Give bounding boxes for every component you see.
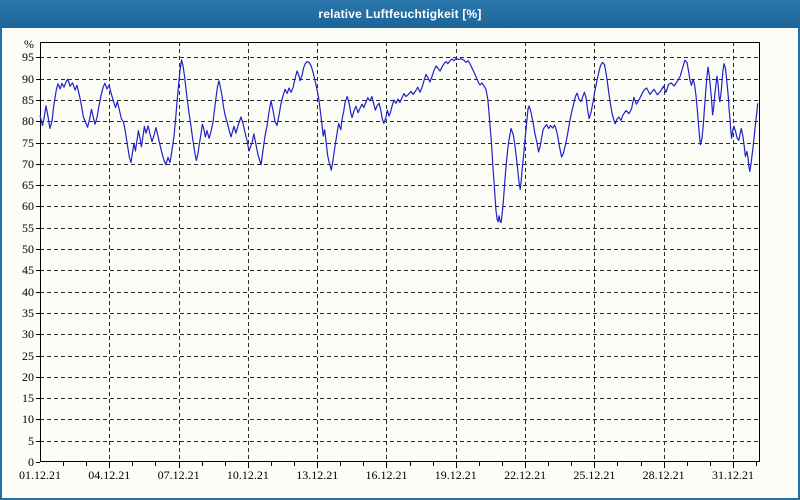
y-tick-label: 55 (22, 220, 34, 235)
y-tick-label: 30 (22, 327, 34, 342)
x-tick-label: 16.12.21 (365, 468, 408, 482)
x-tick-label: 13.12.21 (296, 468, 339, 482)
humidity-plot (36, 42, 760, 468)
y-tick-label: 35 (22, 305, 34, 320)
x-tick-label: 04.12.21 (88, 468, 131, 482)
y-tick-label: 5 (28, 433, 34, 448)
y-tick-label: 60 (22, 199, 34, 214)
y-tick-label: 95 (22, 50, 34, 65)
y-tick-label: 15 (22, 391, 34, 406)
y-tick-label: 10 (22, 412, 34, 427)
x-tick-label: 25.12.21 (573, 468, 616, 482)
x-tick-label: 01.12.21 (19, 468, 61, 482)
y-tick-label: 65 (22, 178, 34, 193)
y-tick-label: 80 (22, 114, 34, 129)
x-tick-label: 19.12.21 (434, 468, 477, 482)
humidity-line (39, 58, 759, 224)
y-tick-label: 0 (28, 455, 34, 469)
x-tick-label: 07.12.21 (157, 468, 200, 482)
chart-area: % 0 5 10 15 20 25 30 35 40 45 50 55 60 65 70 75 80 85 90 95… (2, 28, 798, 498)
y-axis-unit-label: % (24, 37, 34, 51)
x-tick-label: 22.12.21 (504, 468, 547, 482)
y-tick-label: 90 (22, 71, 34, 86)
plot-border (40, 42, 760, 462)
x-tick-label: 10.12.21 (226, 468, 269, 482)
y-tick-label: 75 (22, 135, 34, 150)
x-tick-label: 31.12.21 (711, 468, 754, 482)
y-tick-label: 25 (22, 348, 34, 363)
y-tick-label: 70 (22, 156, 34, 171)
y-tick-label: 50 (22, 242, 34, 257)
y-tick-label: 20 (22, 369, 34, 384)
x-tick-label: 28.12.21 (642, 468, 685, 482)
y-tick-label: 40 (22, 284, 34, 299)
title-bar[interactable]: relative Luftfeuchtigkeit [%] (0, 0, 800, 28)
y-tick-label: 85 (22, 92, 34, 107)
y-tick-label: 45 (22, 263, 34, 278)
window-title: relative Luftfeuchtigkeit [%] (318, 7, 482, 21)
